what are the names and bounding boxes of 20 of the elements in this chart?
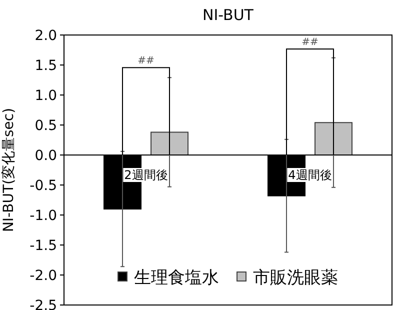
- y-tick-label: 2.0: [34, 28, 57, 44]
- bar: [314, 122, 352, 156]
- y-tick-label: 0.0: [34, 148, 57, 164]
- y-tick-label: 1.5: [34, 58, 57, 74]
- y-tick-label: -2.0: [30, 268, 57, 284]
- chart-title: NI-BUT: [202, 6, 254, 24]
- legend-label: 市販洗眼薬: [253, 268, 338, 288]
- annotation: ##: [302, 37, 318, 48]
- legend-label: 生理食塩水: [134, 268, 219, 288]
- y-tick-label: 0.5: [34, 118, 57, 134]
- y-tick-label: -2.5: [30, 298, 57, 310]
- annotation: ##: [138, 56, 154, 67]
- y-tick-label: 1.0: [34, 88, 57, 104]
- y-tick-label: -1.5: [30, 238, 57, 254]
- x-tick-label: 2週間後: [124, 168, 168, 182]
- bar: [150, 132, 188, 156]
- y-tick-label: -1.0: [30, 208, 57, 224]
- x-tick-label: 4週間後: [288, 168, 332, 182]
- y-tick-label: -0.5: [30, 178, 57, 194]
- y-axis-title: NI-BUT(変化量sec): [1, 108, 17, 232]
